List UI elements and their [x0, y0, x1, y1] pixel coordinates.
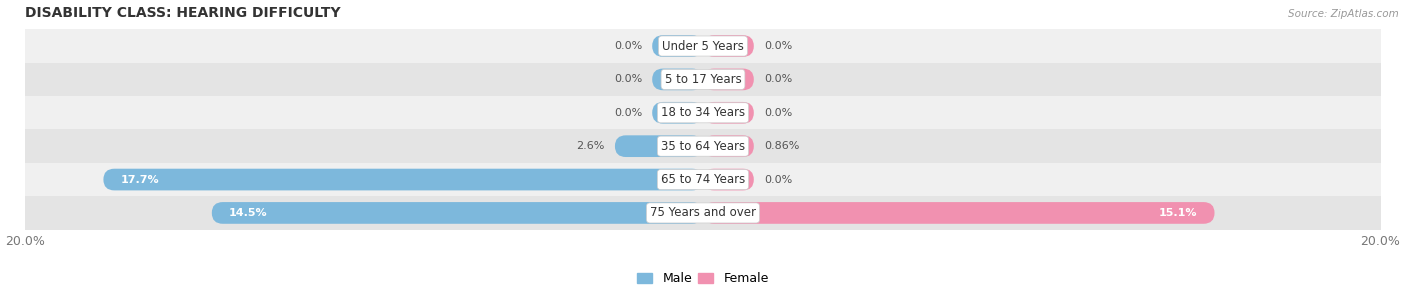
Text: 0.0%: 0.0% [614, 108, 643, 118]
FancyBboxPatch shape [703, 35, 754, 57]
Text: 0.86%: 0.86% [763, 141, 800, 151]
FancyBboxPatch shape [703, 69, 754, 90]
Text: DISABILITY CLASS: HEARING DIFFICULTY: DISABILITY CLASS: HEARING DIFFICULTY [25, 6, 342, 20]
Text: 18 to 34 Years: 18 to 34 Years [661, 106, 745, 119]
Text: Under 5 Years: Under 5 Years [662, 39, 744, 53]
Text: 2.6%: 2.6% [576, 141, 605, 151]
Text: 0.0%: 0.0% [763, 41, 792, 51]
Bar [25, 163, 1381, 196]
FancyBboxPatch shape [652, 102, 703, 124]
Bar [25, 96, 1381, 129]
FancyBboxPatch shape [652, 35, 703, 57]
Text: 15.1%: 15.1% [1159, 208, 1198, 218]
Text: 5 to 17 Years: 5 to 17 Years [665, 73, 741, 86]
FancyBboxPatch shape [212, 202, 703, 224]
Text: 0.0%: 0.0% [763, 174, 792, 185]
FancyBboxPatch shape [703, 102, 754, 124]
Text: 0.0%: 0.0% [763, 74, 792, 84]
FancyBboxPatch shape [703, 169, 754, 190]
Legend: Male, Female: Male, Female [633, 267, 773, 290]
Text: 14.5%: 14.5% [229, 208, 267, 218]
FancyBboxPatch shape [104, 169, 703, 190]
Bar [25, 29, 1381, 63]
FancyBboxPatch shape [703, 202, 1215, 224]
Text: 0.0%: 0.0% [614, 41, 643, 51]
Text: 35 to 64 Years: 35 to 64 Years [661, 140, 745, 153]
Bar [25, 196, 1381, 230]
Text: Source: ZipAtlas.com: Source: ZipAtlas.com [1288, 9, 1399, 19]
Text: 0.0%: 0.0% [763, 108, 792, 118]
FancyBboxPatch shape [614, 135, 703, 157]
FancyBboxPatch shape [652, 69, 703, 90]
Text: 17.7%: 17.7% [121, 174, 159, 185]
FancyBboxPatch shape [703, 135, 754, 157]
Text: 0.0%: 0.0% [614, 74, 643, 84]
Bar [25, 129, 1381, 163]
Text: 75 Years and over: 75 Years and over [650, 207, 756, 219]
Text: 65 to 74 Years: 65 to 74 Years [661, 173, 745, 186]
Bar [25, 63, 1381, 96]
